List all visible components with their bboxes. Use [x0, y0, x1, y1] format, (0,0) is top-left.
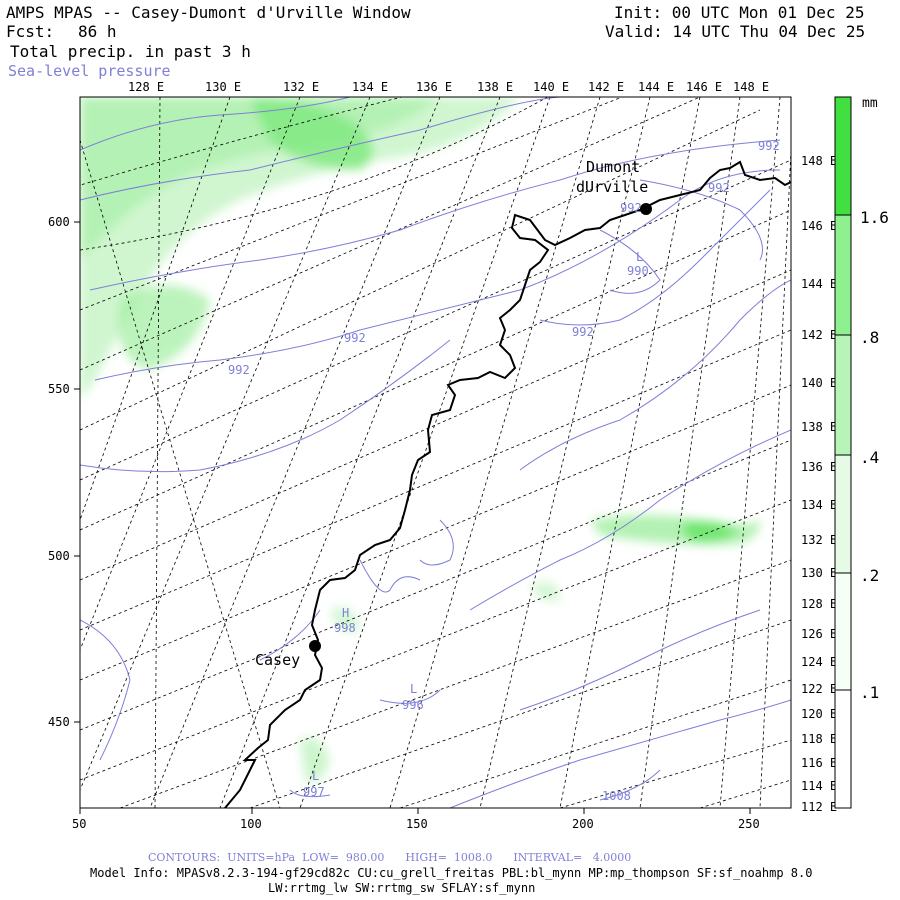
map-frame [79, 96, 792, 809]
svg-text:136 E: 136 E [801, 460, 837, 474]
pressure-centers: H L L L [312, 250, 643, 783]
coastline [224, 160, 791, 808]
model-info-line2: LW:rrtmg_lw SW:rrtmg_sw SFLAY:sf_mynn [268, 881, 536, 895]
contour-label: 992 [228, 363, 250, 377]
right-lon-labels: 148 E 146 E 144 E 142 E 140 E 138 E 136 … [801, 154, 837, 814]
contour-label: 997 [303, 785, 325, 799]
svg-text:146 E: 146 E [686, 80, 722, 94]
svg-text:126 E: 126 E [801, 627, 837, 641]
slp-contours [80, 97, 791, 808]
x-axis: 50 100 150 200 250 [72, 808, 760, 831]
init-time: Init: 00 UTC Mon 01 Dec 25 [614, 3, 865, 22]
svg-text:118 E: 118 E [801, 732, 837, 746]
contour-info: CONTOURS: UNITS=hPa LOW= 980.00 HIGH= 10… [148, 851, 632, 864]
colorbar-bin-1.6 [835, 97, 851, 215]
svg-text:140 E: 140 E [801, 376, 837, 390]
svg-text:144 E: 144 E [638, 80, 674, 94]
svg-text:140 E: 140 E [533, 80, 569, 94]
colorbar-level: 1.6 [860, 208, 889, 227]
colorbar-level: .1 [860, 683, 879, 702]
svg-text:128 E: 128 E [801, 597, 837, 611]
svg-text:132 E: 132 E [283, 80, 319, 94]
station-casey-marker [309, 640, 321, 652]
svg-text:112 E: 112 E [801, 800, 837, 814]
svg-text:128 E: 128 E [128, 80, 164, 94]
colorbar-bin-.2 [835, 455, 851, 573]
colorbar-level: .2 [860, 566, 879, 585]
valid-time: Valid: 14 UTC Thu 04 Dec 25 [605, 22, 866, 41]
svg-text:132 E: 132 E [801, 533, 837, 547]
x-tick-label: 250 [738, 817, 760, 831]
x-tick-label: 50 [72, 817, 86, 831]
contour-label: 992 [344, 331, 366, 345]
colorbar-unit: mm [862, 96, 878, 111]
svg-text:142 E: 142 E [801, 328, 837, 342]
contour-label: 990 [627, 264, 649, 278]
svg-text:144 E: 144 E [801, 277, 837, 291]
colorbar: mm 1.6 .8 .4 .2 .1 [834, 96, 889, 809]
model-info: Model Info: MPASv8.2.3-194-gf29cd82c CU:… [90, 866, 813, 880]
station-dumont-label-1: Dumont [586, 158, 640, 176]
y-axis: 600 550 500 450 [48, 215, 80, 729]
forecast-hour: 86 h [78, 22, 117, 41]
forecast-label: Fcst: [6, 22, 55, 41]
station-casey-label: Casey [255, 651, 300, 669]
y-tick-label: 500 [48, 549, 70, 563]
low-mark: L [410, 682, 417, 696]
x-tick-label: 100 [240, 817, 262, 831]
y-tick-label: 600 [48, 215, 70, 229]
map-plot-area [80, 97, 791, 808]
svg-text:116 E: 116 E [801, 756, 837, 770]
colorbar-level: .8 [860, 328, 879, 347]
contour-labels: 992 992 992 992 992 990 992 998 996 997 … [228, 139, 780, 803]
colorbar-bin-.8 [835, 215, 851, 335]
svg-text:124 E: 124 E [801, 655, 837, 669]
svg-text:122 E: 122 E [801, 682, 837, 696]
colorbar-bin-zero [835, 690, 851, 808]
contour-label: 992 [758, 139, 780, 153]
svg-text:134 E: 134 E [801, 498, 837, 512]
station-dumont-marker [640, 203, 652, 215]
y-tick-label: 450 [48, 715, 70, 729]
contour-label: 992 [708, 181, 730, 195]
field-precip-label: Total precip. in past 3 h [10, 42, 251, 61]
contour-label: 992 [620, 201, 642, 215]
low-mark: L [312, 769, 319, 783]
svg-text:138 E: 138 E [477, 80, 513, 94]
graticule [80, 97, 791, 808]
colorbar-bin-.4 [835, 335, 851, 455]
map-title: AMPS MPAS -- Casey-Dumont d'Urville Wind… [6, 3, 411, 22]
low-mark: L [636, 250, 643, 264]
svg-text:146 E: 146 E [801, 219, 837, 233]
svg-text:130 E: 130 E [205, 80, 241, 94]
x-tick-label: 200 [572, 817, 594, 831]
contour-label: 998 [334, 621, 356, 635]
colorbar-bin-.1 [835, 573, 851, 690]
svg-text:148 E: 148 E [801, 154, 837, 168]
svg-text:138 E: 138 E [801, 420, 837, 434]
contour-label: 992 [572, 325, 594, 339]
high-mark: H [342, 606, 349, 620]
station-dumont-label-2: dUrville [576, 178, 648, 196]
y-tick-label: 550 [48, 382, 70, 396]
svg-text:130 E: 130 E [801, 566, 837, 580]
svg-text:148 E: 148 E [733, 80, 769, 94]
field-slp-label: Sea-level pressure [8, 62, 171, 80]
svg-text:136 E: 136 E [416, 80, 452, 94]
contour-label: 996 [402, 698, 424, 712]
svg-text:120 E: 120 E [801, 707, 837, 721]
svg-text:134 E: 134 E [352, 80, 388, 94]
colorbar-level: .4 [860, 448, 879, 467]
contour-label: 1008 [602, 789, 631, 803]
top-lon-labels: 128 E 130 E 132 E 134 E 136 E 138 E 140 … [128, 80, 769, 94]
x-tick-label: 150 [406, 817, 428, 831]
svg-text:142 E: 142 E [588, 80, 624, 94]
svg-text:114 E: 114 E [801, 779, 837, 793]
precip-shading [80, 97, 760, 783]
